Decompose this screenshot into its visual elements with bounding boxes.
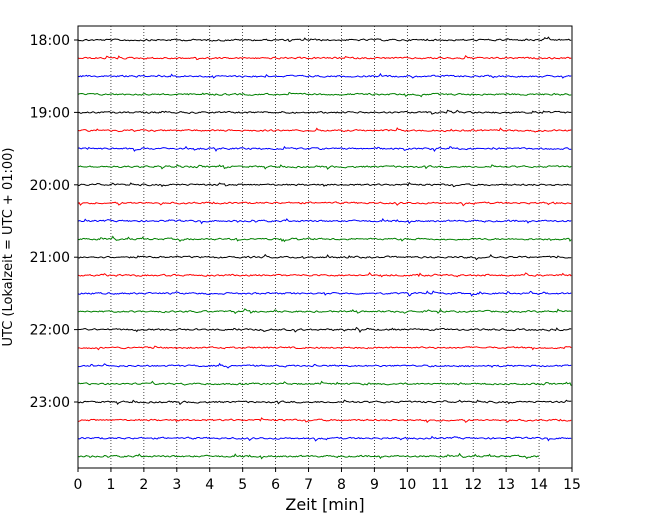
y-tick-label-19:00: 19:00	[30, 105, 70, 121]
trace-19:00	[77, 109, 572, 115]
trace-20:15	[77, 201, 572, 207]
trace-22:15	[77, 345, 572, 351]
trace-21:30	[77, 290, 572, 297]
trace-21:45	[77, 308, 572, 315]
x-tick-label-7: 7	[304, 477, 313, 493]
trace-18:45	[77, 91, 572, 98]
trace-22:45	[77, 380, 572, 386]
x-tick-label-8: 8	[337, 477, 346, 493]
trace-21:15	[77, 272, 572, 278]
x-tick-label-0: 0	[74, 477, 83, 493]
y-tick-label-23:00: 23:00	[30, 395, 70, 411]
x-tick-label-13: 13	[497, 477, 515, 493]
x-tick-label-12: 12	[464, 477, 482, 493]
x-axis-ticks: 0 1 2 3 4 5 6 7 8 9 10 11 12 13 14 15	[74, 468, 581, 493]
trace-20:45	[77, 235, 572, 243]
x-tick-label-1: 1	[106, 477, 115, 493]
x-tick-label-9: 9	[370, 477, 379, 493]
y-tick-label-18:00: 18:00	[30, 33, 70, 49]
trace-22:30	[77, 362, 572, 369]
y-tick-label-21:00: 21:00	[30, 250, 70, 266]
x-tick-label-10: 10	[398, 477, 416, 493]
trace-20:00	[77, 181, 572, 188]
y-tick-label-22:00: 22:00	[30, 323, 70, 339]
y-axis-label: UTC (Lokalzeit = UTC + 01:00)	[1, 148, 16, 347]
trace-22:00	[77, 326, 572, 333]
x-tick-label-14: 14	[530, 477, 548, 493]
x-axis-label: Zeit [min]	[285, 495, 364, 514]
trace-18:00	[77, 36, 572, 42]
x-tick-label-5: 5	[238, 477, 247, 493]
x-tick-label-15: 15	[563, 477, 581, 493]
trace-23:30	[77, 435, 572, 442]
trace-23:45	[77, 452, 540, 460]
trace-23:15	[77, 417, 572, 424]
x-tick-label-2: 2	[139, 477, 148, 493]
plot-frame	[77, 25, 573, 469]
trace-19:15	[77, 127, 572, 133]
trace-19:30	[77, 145, 572, 152]
trace-18:30	[77, 72, 572, 79]
trace-23:00	[77, 399, 572, 406]
trace-21:00	[77, 253, 572, 261]
y-axis-ticks: 18:00 19:00 20:00 21:00 22:00 23:00	[30, 33, 78, 411]
x-tick-label-11: 11	[431, 477, 449, 493]
x-tick-label-4: 4	[205, 477, 214, 493]
trace-lines	[77, 36, 572, 460]
trace-20:30	[77, 218, 572, 225]
trace-18:15	[77, 54, 572, 61]
trace-19:45	[77, 164, 572, 170]
y-tick-label-20:00: 20:00	[30, 178, 70, 194]
x-tick-label-6: 6	[271, 477, 280, 493]
x-tick-label-3: 3	[172, 477, 181, 493]
